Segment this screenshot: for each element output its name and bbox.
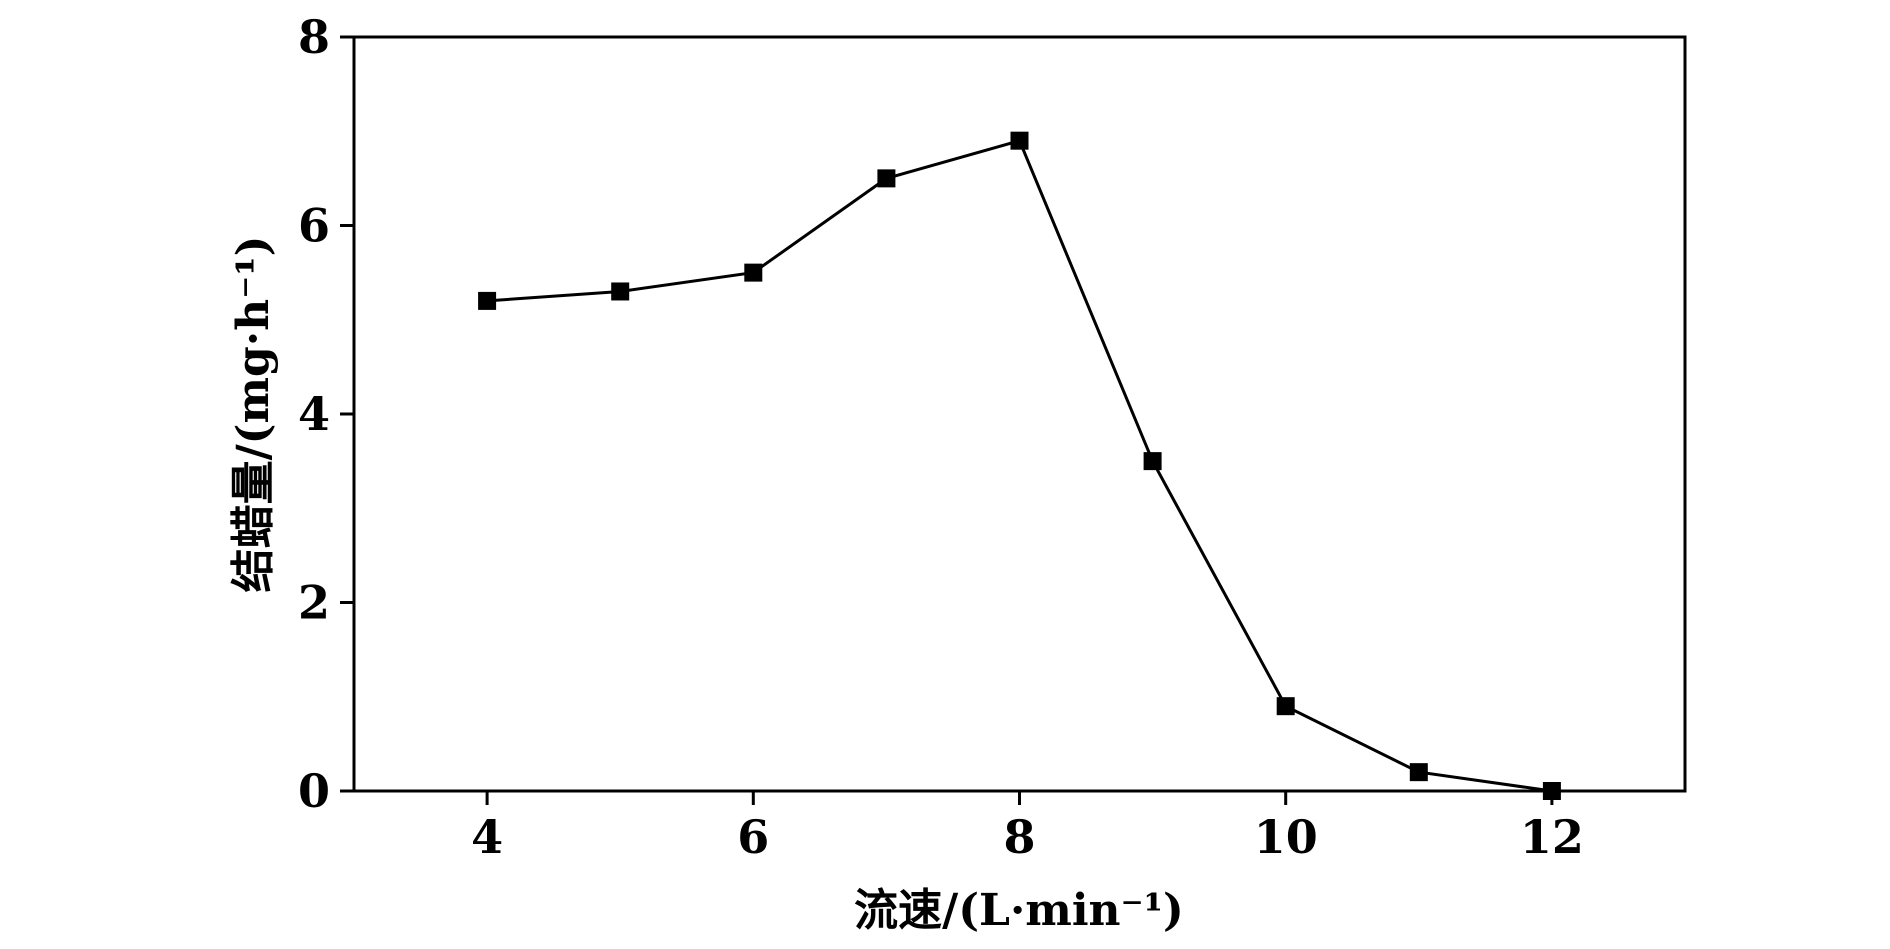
x-tick-label: 12: [1520, 810, 1584, 864]
y-tick-label: 6: [298, 199, 330, 253]
data-point-marker: [478, 291, 497, 310]
x-tick-label: 6: [737, 810, 769, 864]
y-tick-label: 8: [298, 10, 330, 64]
y-tick-label: 0: [298, 764, 330, 818]
data-point-marker: [1143, 452, 1162, 471]
plot-frame: [352, 35, 1687, 793]
data-point-marker: [744, 263, 763, 282]
x-tick-label: 10: [1254, 810, 1318, 864]
y-tick-label: 2: [298, 576, 330, 630]
x-axis-title: 流速/(L·min⁻¹): [854, 885, 1184, 936]
y-tick-label: 4: [298, 387, 330, 441]
series-line: [486, 138, 1553, 793]
y-axis-ticks: 0 2 4 6 8: [298, 10, 354, 818]
x-tick-label: 4: [471, 810, 503, 864]
series-layer: [478, 131, 1561, 800]
data-point-marker: [877, 169, 896, 188]
x-axis-ticks: 4 6 8 10 12: [471, 791, 1584, 864]
x-tick-label: 8: [1003, 810, 1035, 864]
y-axis-title: 结蜡量/(mg·h⁻¹): [228, 236, 279, 593]
data-point-marker: [611, 282, 630, 301]
data-point-marker: [1542, 782, 1561, 800]
data-point-marker: [1276, 697, 1295, 716]
data-point-marker: [1010, 131, 1029, 150]
data-point-marker: [1409, 763, 1428, 782]
